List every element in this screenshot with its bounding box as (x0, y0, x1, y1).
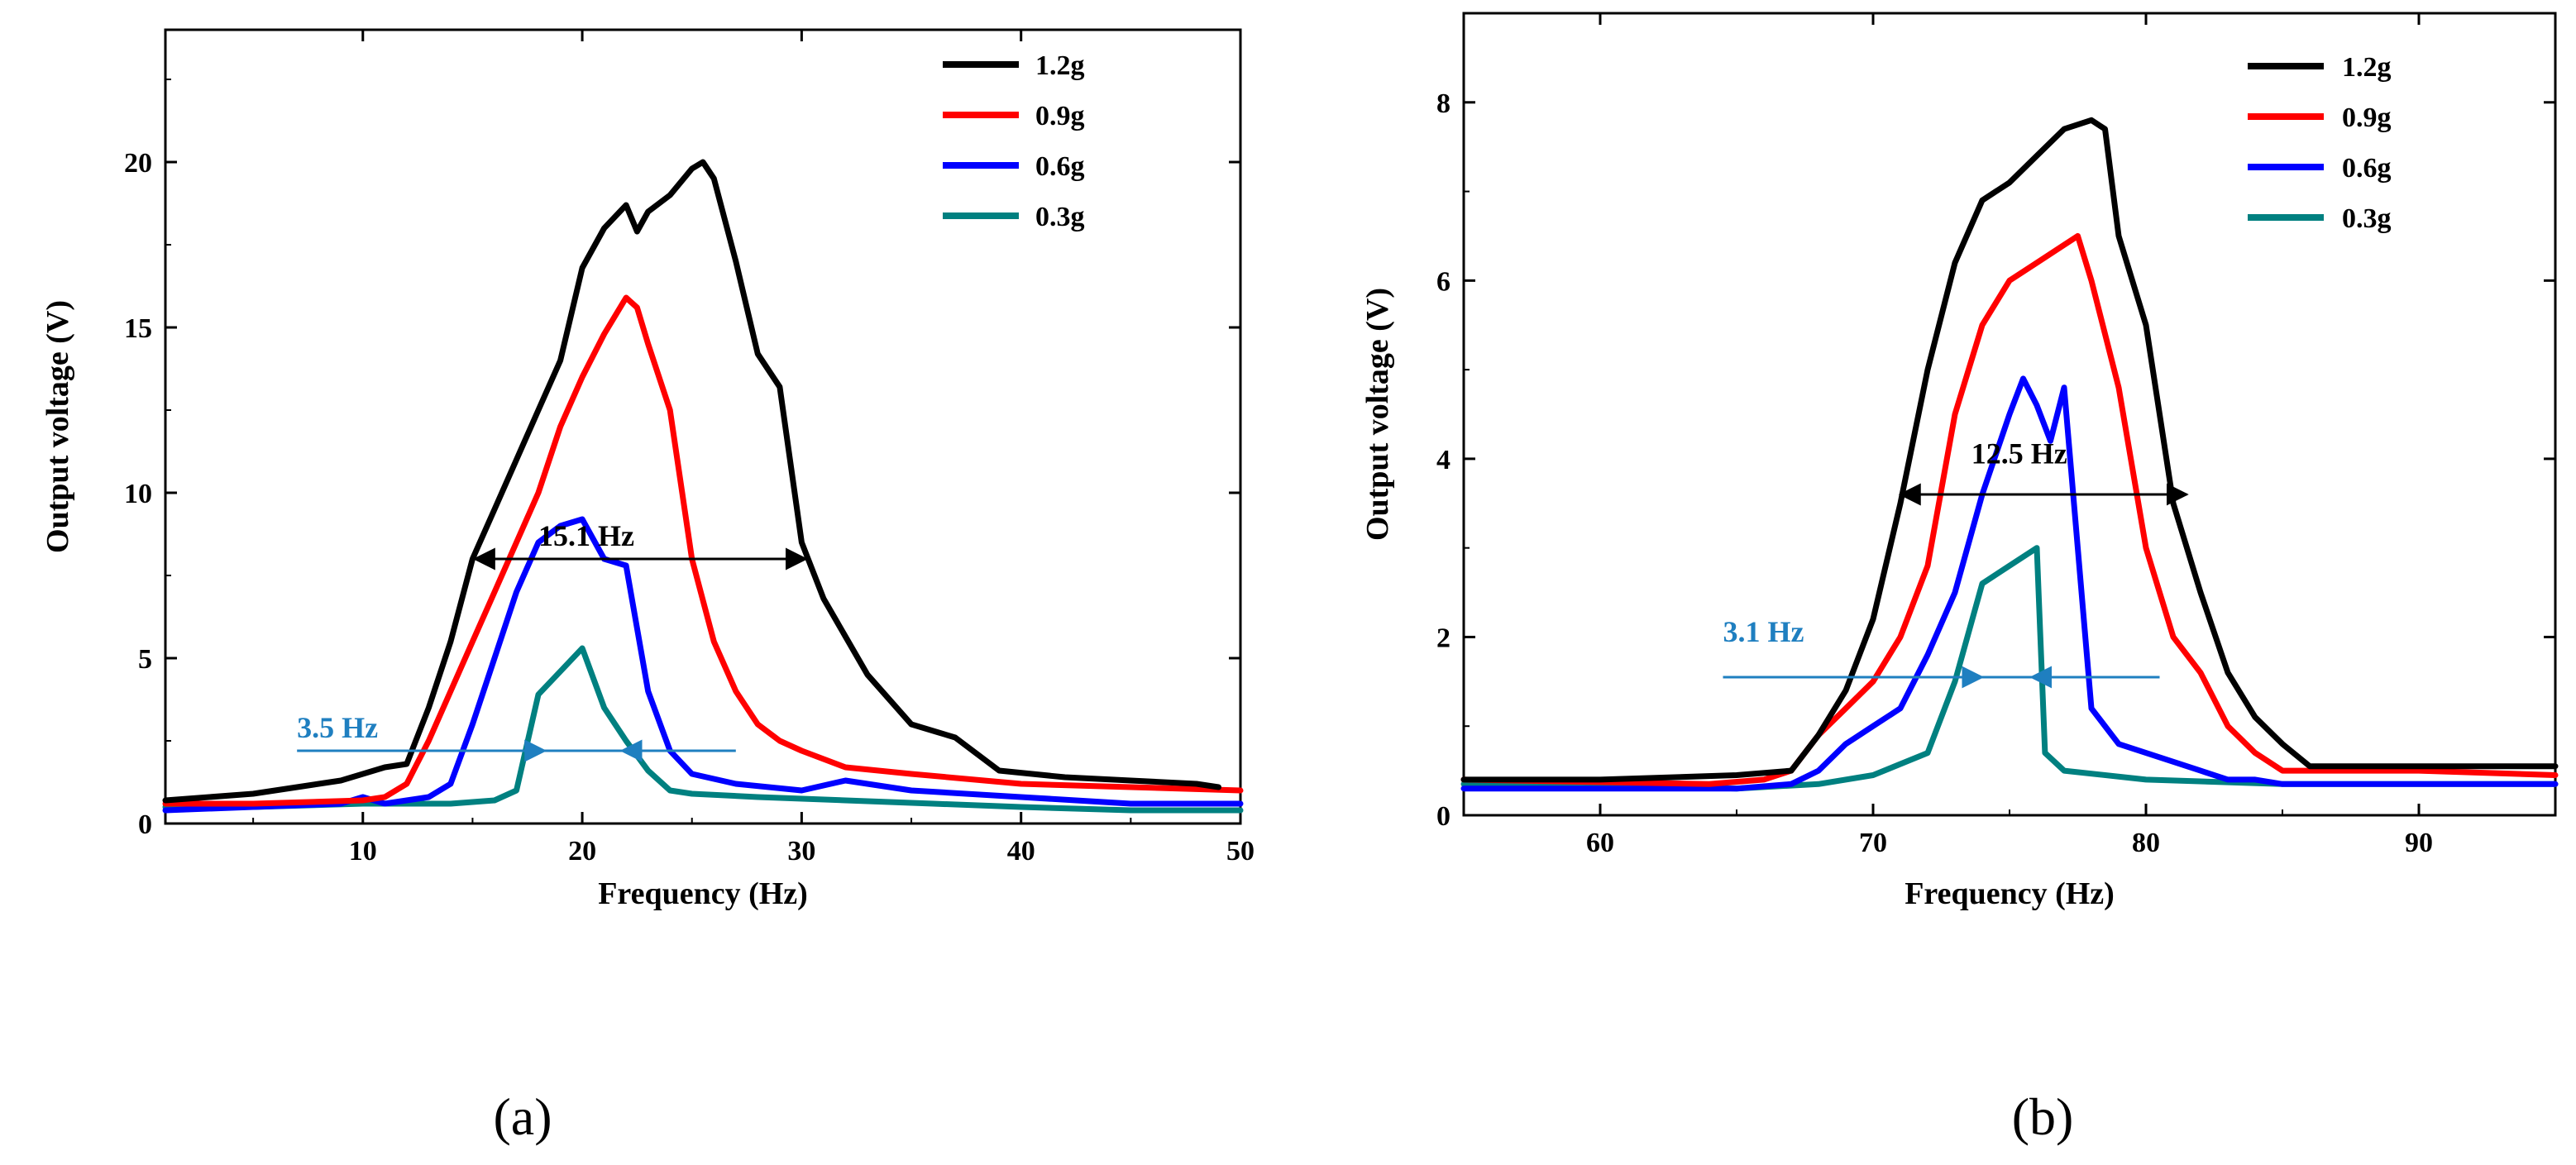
series-line-0.3g (1460, 545, 2559, 792)
annotation-label: 15.1 Hz (538, 519, 634, 552)
legend-label: 0.3g (1035, 202, 1085, 232)
legend-label: 1.2g (2342, 52, 2392, 83)
x-tick-label: 40 (1007, 836, 1035, 867)
y-tick-label: 10 (124, 479, 152, 509)
y-tick-label: 8 (1436, 88, 1450, 119)
panel-label: (b) (2012, 1087, 2074, 1146)
legend-label: 0.9g (1035, 101, 1085, 131)
plot-frame (164, 28, 1242, 825)
x-tick-label: 60 (1586, 828, 1614, 858)
y-axis-title: Output voltage (V) (1360, 288, 1395, 541)
x-tick-label: 30 (787, 836, 815, 867)
x-tick-label: 80 (2132, 828, 2160, 858)
series-group (1460, 117, 2559, 792)
legend-label: 1.2g (1035, 50, 1085, 81)
series-line-0.6g (162, 516, 1244, 814)
panel-label: (a) (493, 1087, 552, 1146)
series-line-0.9g (162, 294, 1244, 807)
y-tick-label: 20 (124, 148, 152, 179)
y-tick-label: 2 (1436, 623, 1450, 653)
x-tick-label: 20 (568, 836, 596, 867)
y-tick-label: 0 (1436, 801, 1450, 832)
y-tick-label: 15 (124, 313, 152, 344)
x-axis-title: Frequency (Hz) (598, 876, 808, 911)
legend-label: 0.9g (2342, 103, 2392, 133)
y-tick-label: 4 (1436, 445, 1450, 475)
series-line-0.9g (1460, 232, 2559, 787)
y-axis-title: Output voltage (V) (41, 300, 75, 553)
y-tick-label: 5 (138, 644, 152, 675)
legend-label: 0.6g (1035, 151, 1085, 182)
y-tick-label: 6 (1436, 266, 1450, 297)
x-axis-title: Frequency (Hz) (1905, 876, 2115, 911)
annotation-label: 12.5 Hz (1971, 437, 2067, 470)
x-tick-label: 70 (1859, 828, 1887, 858)
x-tick-label: 50 (1226, 836, 1255, 867)
series-line-0.6g (1460, 375, 2559, 792)
x-tick-label: 90 (2405, 828, 2433, 858)
series-line-1.2g (162, 159, 1221, 804)
annotation-label: 3.1 Hz (1723, 615, 1804, 648)
x-tick-label: 10 (349, 836, 377, 867)
y-tick-label: 0 (138, 809, 152, 840)
series-line-1.2g (1460, 117, 2559, 783)
chart-panel-b: 60 70 80 90 0 2 4 6 8 Frequency (Hz) Output voltag… (1360, 12, 2559, 1146)
annotation-label: 3.5 Hz (297, 711, 378, 744)
legend-label: 0.3g (2342, 203, 2392, 234)
legend-label: 0.6g (2342, 153, 2392, 184)
